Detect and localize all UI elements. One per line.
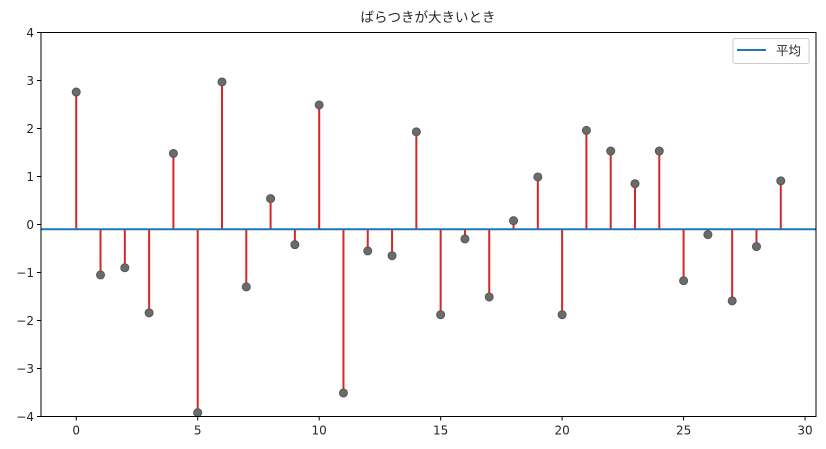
- data-point-marker: [217, 77, 227, 87]
- data-point-marker: [314, 100, 324, 110]
- data-point-marker: [703, 230, 713, 240]
- data-point-marker: [581, 125, 591, 135]
- data-point-marker: [484, 292, 494, 302]
- data-point-marker: [411, 127, 421, 137]
- plot-area: [41, 77, 816, 418]
- data-point-marker: [120, 263, 130, 273]
- y-tick-label: 4: [26, 26, 34, 40]
- y-tick-label: −2: [16, 314, 34, 328]
- y-tick-label: 2: [26, 122, 34, 136]
- legend-label-mean: 平均: [776, 43, 801, 58]
- x-tick-label: 0: [72, 424, 80, 438]
- data-point-marker: [290, 240, 300, 250]
- data-point-marker: [193, 408, 203, 418]
- data-point-marker: [241, 282, 251, 292]
- data-point-marker: [509, 216, 519, 226]
- x-tick-label: 10: [312, 424, 327, 438]
- data-point-marker: [144, 308, 154, 318]
- y-tick-label: −1: [16, 266, 34, 280]
- x-axis: 0 5 10 15 20 25 30: [72, 416, 813, 438]
- data-point-marker: [557, 310, 567, 320]
- data-point-marker: [338, 388, 348, 398]
- y-tick-label: −4: [16, 410, 34, 424]
- y-tick-label: 3: [26, 74, 34, 88]
- chart-title: ばらつきが大きいとき: [361, 10, 496, 26]
- data-point-marker: [168, 148, 178, 158]
- data-point-marker: [751, 242, 761, 252]
- data-point-marker: [654, 146, 664, 156]
- data-point-marker: [71, 87, 81, 97]
- y-tick-label: 0: [26, 218, 34, 232]
- x-tick-label: 25: [676, 424, 691, 438]
- data-point-marker: [727, 296, 737, 306]
- data-point-marker: [606, 146, 616, 156]
- legend-box: [732, 38, 810, 64]
- data-point-marker: [776, 176, 786, 186]
- data-point-marker: [96, 270, 106, 280]
- y-tick-label: 1: [26, 170, 34, 184]
- legend: 平均: [732, 38, 810, 64]
- x-tick-label: 5: [194, 424, 202, 438]
- data-point-marker: [533, 172, 543, 182]
- data-point-marker: [630, 179, 640, 189]
- x-tick-label: 15: [433, 424, 448, 438]
- data-point-marker: [266, 194, 276, 204]
- y-axis: −4 −3 −2 −1 0 1 2 3 4: [16, 26, 41, 424]
- data-point-marker: [679, 276, 689, 286]
- x-tick-label: 20: [554, 424, 569, 438]
- y-tick-label: −3: [16, 362, 34, 376]
- x-tick-label: 30: [797, 424, 812, 438]
- data-point-marker: [436, 310, 446, 320]
- data-point-marker: [363, 246, 373, 256]
- axes-frame: [40, 32, 817, 417]
- data-point-marker: [460, 234, 470, 244]
- data-point-marker: [387, 251, 397, 261]
